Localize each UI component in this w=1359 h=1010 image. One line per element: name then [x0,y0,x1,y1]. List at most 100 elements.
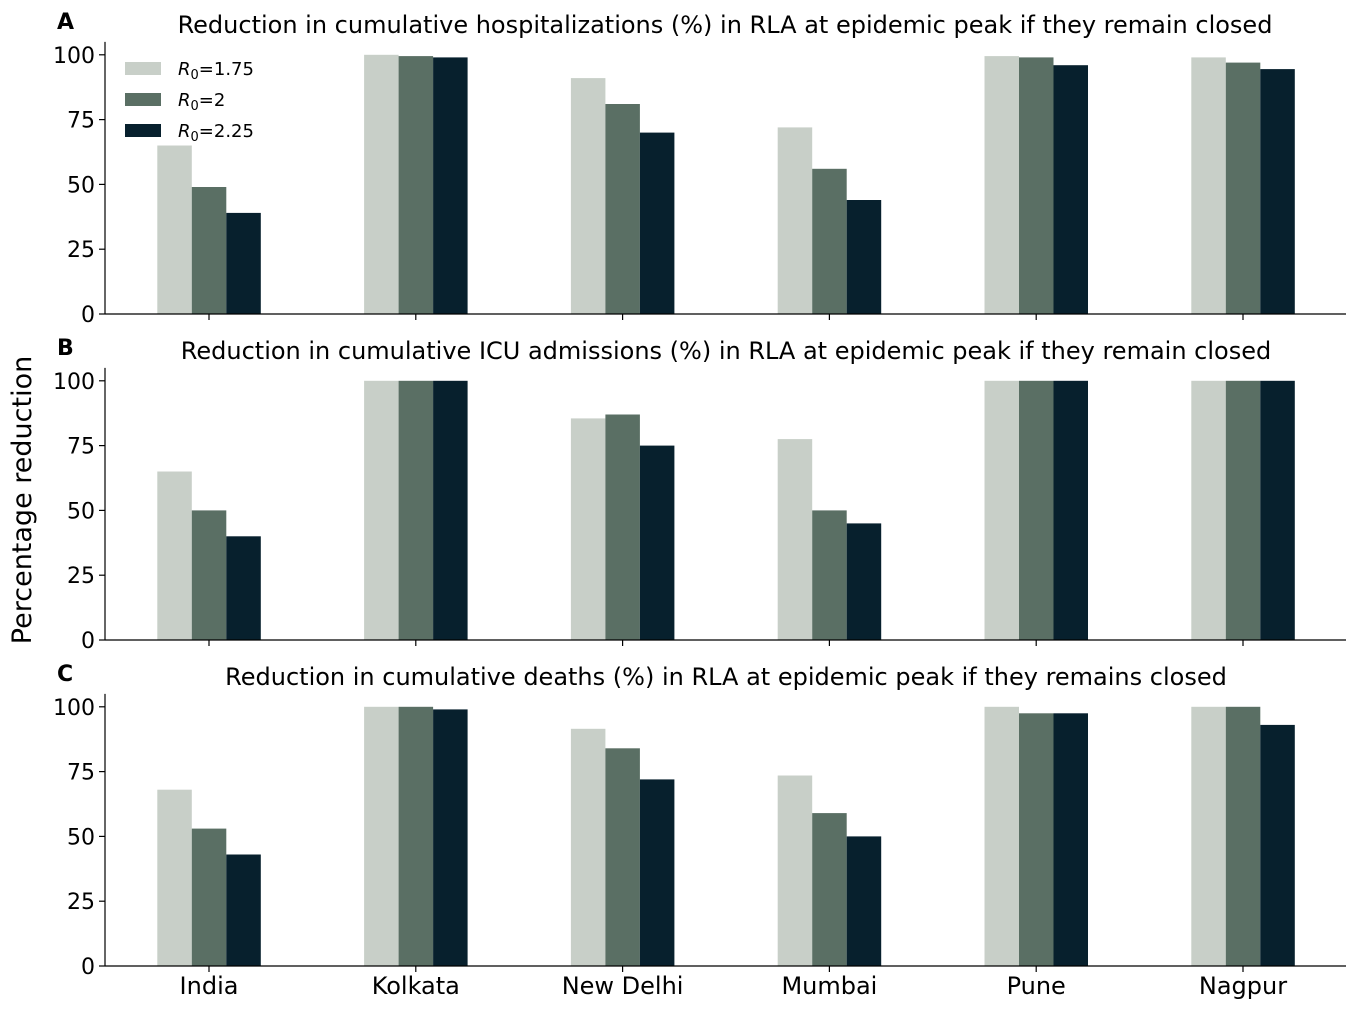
bar-r0-2-25-new-delhi [639,445,675,640]
bar-r0-2-kolkata [398,380,434,640]
bar-r0-1-75-pune [984,380,1019,640]
legend-entry: R0=2.25 [125,121,254,145]
bar-r0-2-25-india [226,536,261,640]
y-tick-label: 75 [67,761,95,786]
legend-swatch [125,93,161,106]
bar-r0-1-75-nagpur [1191,380,1226,640]
y-tick-label: 50 [67,825,95,850]
y-tick-label: 25 [67,238,95,263]
bar-r0-2-25-new-delhi [639,779,675,966]
bar-group [157,380,1295,640]
x-axis-ticks [208,314,1244,320]
panel-title: Reduction in cumulative ICU admissions (… [181,337,1271,365]
x-tick-label: New Delhi [562,972,684,1000]
bar-r0-1-75-new-delhi [570,728,606,966]
bar-r0-2-25-pune [1053,380,1088,640]
bar-r0-2-new-delhi [605,104,640,314]
bar-r0-2-kolkata [398,706,434,966]
bar-r0-1-75-mumbai [777,439,813,640]
y-axis-ticks: 0 25 50 75 100 [53,696,105,980]
bar-r0-1-75-new-delhi [570,78,606,314]
x-axis-ticks [208,640,1244,646]
bar-r0-2-25-mumbai [846,836,882,966]
bar-r0-2-pune [1019,57,1054,315]
panel-letter: B [57,336,74,361]
legend-swatch [125,62,161,75]
y-tick-label: 75 [67,435,95,460]
x-axis-ticks: India Kolkata New Delhi Mumbai Pune Nagpur [180,966,1287,1000]
bar-r0-2-mumbai [812,510,847,640]
bar-r0-1-75-new-delhi [570,418,606,640]
legend-swatch [125,124,161,137]
x-tick-label: India [180,972,239,1000]
y-tick-label: 100 [53,370,95,395]
bar-r0-2-nagpur [1225,380,1261,640]
bar-r0-2-india [191,828,227,966]
bar-r0-1-75-kolkata [364,706,399,966]
bar-r0-2-25-india [226,854,261,966]
bar-r0-2-pune [1019,380,1054,640]
bar-r0-1-75-kolkata [364,380,399,640]
y-tick-label: 25 [67,890,95,915]
bar-r0-1-75-pune [984,706,1019,966]
legend-label: R0=2 [178,90,225,114]
bar-r0-2-india [191,187,227,314]
y-tick-label: 100 [53,44,95,69]
bar-r0-2-25-kolkata [433,57,468,315]
bar-r0-1-75-nagpur [1191,706,1226,966]
legend: R0=1.75 R0=2 R0=2.25 [125,59,254,145]
bar-r0-2-25-kolkata [433,380,468,640]
panel-title: Reduction in cumulative deaths (%) in RL… [225,663,1227,691]
bar-r0-2-25-nagpur [1260,380,1295,640]
bar-r0-1-75-pune [984,56,1019,314]
panel-letter: A [57,10,74,35]
y-tick-label: 100 [53,696,95,721]
bar-r0-2-india [191,510,227,640]
bar-r0-2-mumbai [812,813,847,966]
bar-r0-2-nagpur [1225,706,1261,966]
bar-r0-2-25-nagpur [1260,724,1295,966]
legend-entry: R0=1.75 [125,59,254,83]
legend-label: R0=2.25 [178,121,254,145]
y-tick-label: 0 [81,303,95,328]
bar-r0-1-75-india [157,471,192,640]
x-tick-label: Pune [1007,972,1066,1000]
bar-r0-1-75-mumbai [777,127,813,315]
panel-title: Reduction in cumulative hospitalizations… [178,11,1273,39]
bar-r0-2-nagpur [1225,62,1261,314]
y-tick-label: 0 [81,955,95,980]
bar-r0-2-25-new-delhi [639,132,675,314]
y-tick-label: 50 [67,173,95,198]
bar-r0-2-25-nagpur [1260,69,1295,314]
bar-r0-2-pune [1019,713,1054,966]
legend-label: R0=1.75 [178,59,254,83]
bar-r0-2-new-delhi [605,748,640,966]
bar-r0-1-75-nagpur [1191,57,1226,315]
bar-group [157,706,1295,966]
legend-entry: R0=2 [125,90,225,114]
y-tick-label: 50 [67,499,95,524]
bar-r0-2-new-delhi [605,414,640,640]
y-tick-label: 75 [67,109,95,134]
y-tick-label: 0 [81,629,95,654]
bar-r0-1-75-kolkata [364,54,399,315]
bar-r0-2-25-mumbai [846,200,882,314]
bar-r0-2-25-pune [1053,713,1088,966]
bar-r0-2-kolkata [398,56,434,314]
x-tick-label: Nagpur [1199,972,1287,1000]
bar-r0-2-25-kolkata [433,709,468,966]
bar-r0-1-75-india [157,145,192,314]
y-axis-label: Percentage reduction [7,356,38,644]
bar-r0-2-25-india [226,212,261,314]
bar-r0-2-25-pune [1053,65,1088,314]
bar-group [157,54,1295,315]
bar-r0-1-75-mumbai [777,775,813,966]
bar-r0-2-mumbai [812,168,847,314]
panel-a: A Reduction in cumulative hospitalizatio… [53,10,1346,328]
y-axis-ticks: 0 25 50 75 100 [53,44,105,328]
bar-r0-2-25-mumbai [846,523,882,640]
panel-b: B Reduction in cumulative ICU admissions… [53,336,1346,654]
y-tick-label: 25 [67,564,95,589]
x-tick-label: Mumbai [781,972,877,1000]
